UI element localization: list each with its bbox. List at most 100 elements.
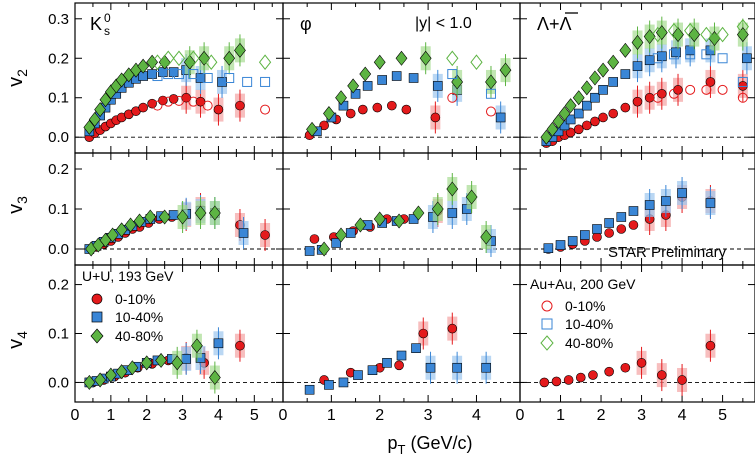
data-point <box>632 96 643 107</box>
data-point <box>242 76 253 87</box>
data-point <box>465 189 478 205</box>
data-point <box>324 380 334 390</box>
data-point <box>168 67 179 77</box>
data-point <box>452 362 462 373</box>
panel-9: 0 1 2 3 4 5 <box>516 264 755 424</box>
data-point <box>133 213 146 229</box>
y-tick-label: 0.2 <box>48 50 69 67</box>
data-point <box>485 88 496 99</box>
data-point <box>643 29 656 45</box>
legend-auau-entry-0: 0-10% <box>565 298 605 314</box>
data-point <box>685 49 696 60</box>
data-point <box>619 42 632 58</box>
data-point <box>592 224 602 234</box>
y-tick-label: 0.1 <box>48 326 69 343</box>
data-point <box>657 370 667 380</box>
data-point <box>191 338 203 354</box>
panel-7: 0 1 2 3 4 5 0.0 0.1 0.2 <box>48 264 284 424</box>
data-point <box>705 340 716 351</box>
data-point <box>174 69 184 80</box>
data-point <box>238 228 249 238</box>
data-point <box>565 114 576 125</box>
data-point <box>217 77 227 87</box>
y-tick-label: 0.1 <box>48 90 69 107</box>
data-point <box>163 96 174 107</box>
data-point <box>608 108 618 119</box>
legend-auau-entry-2: 40-80% <box>565 335 613 351</box>
data-point <box>347 78 360 94</box>
data-point <box>152 100 163 111</box>
data-point <box>589 70 601 86</box>
data-point <box>224 73 235 83</box>
x-tick-label: 2 <box>375 407 384 424</box>
data-point <box>582 120 592 131</box>
data-point <box>151 54 164 71</box>
data-point <box>588 370 598 380</box>
data-point <box>446 50 459 67</box>
data-point <box>598 112 608 123</box>
legend-auau: Au+Au, 200 GeV 0-10% 10-40% 40-80% <box>530 276 636 351</box>
data-point <box>372 102 383 113</box>
data-point <box>668 88 679 99</box>
data-point <box>115 222 128 238</box>
x-tick-label: 0 <box>516 407 525 424</box>
data-point <box>628 220 639 230</box>
data-point <box>604 218 614 228</box>
legend-uu-marker-1 <box>91 311 103 323</box>
label-rapidity: |y| < 1.0 <box>415 15 472 32</box>
data-point <box>485 106 496 117</box>
data-point <box>616 212 627 222</box>
data-point <box>158 54 171 70</box>
data-point <box>138 102 148 113</box>
data-point <box>235 100 245 111</box>
data-point <box>543 243 554 253</box>
data-point <box>555 240 566 250</box>
panel-6 <box>519 152 755 266</box>
data-point <box>651 26 664 43</box>
data-point <box>208 205 221 221</box>
data-point <box>539 377 550 388</box>
data-point <box>338 377 349 388</box>
data-point <box>115 364 128 380</box>
y-tick-label: 0.3 <box>48 11 69 28</box>
data-point <box>106 227 119 243</box>
data-point <box>667 22 681 39</box>
data-point <box>632 61 643 71</box>
data-point <box>495 112 506 123</box>
data-point <box>447 208 458 218</box>
x-tick-label: 1 <box>106 407 115 424</box>
data-point <box>391 71 402 81</box>
x-tick-label: 5 <box>718 407 727 424</box>
data-point <box>716 26 729 43</box>
data-point <box>198 50 210 66</box>
legend-auau-entry-1: 10-40% <box>565 316 613 332</box>
data-point <box>367 365 378 375</box>
data-point <box>144 209 157 225</box>
data-point <box>258 54 272 71</box>
data-point <box>580 80 593 96</box>
data-point <box>540 129 553 145</box>
data-point <box>335 90 347 106</box>
data-point <box>736 18 749 35</box>
data-point <box>546 121 559 137</box>
legend-uu-marker-2 <box>90 328 104 344</box>
legend-auau-title: Au+Au, 200 GeV <box>530 276 636 292</box>
x-tick-label: 1 <box>556 407 565 424</box>
data-point <box>672 27 684 43</box>
legend-auau-marker-0 <box>541 300 553 312</box>
data-point <box>631 34 644 50</box>
data-point <box>195 73 206 83</box>
data-point <box>99 92 112 108</box>
legend-uu-entry-1: 10-40% <box>115 309 163 325</box>
data-point <box>205 54 218 71</box>
data-point <box>188 96 199 107</box>
data-point <box>318 241 330 257</box>
data-point <box>419 50 432 66</box>
panel-grid: 0.0 0.1 0.2 0.3 0.0 0.1 0.2 0 1 2 3 4 5 0.0 0.1 0.2 0 1 2 3… <box>48 2 755 424</box>
panel-frame <box>282 264 521 403</box>
data-point <box>685 45 695 56</box>
y-tick-label: 0.0 <box>48 129 69 146</box>
data-point <box>260 230 270 240</box>
data-point <box>362 81 373 91</box>
